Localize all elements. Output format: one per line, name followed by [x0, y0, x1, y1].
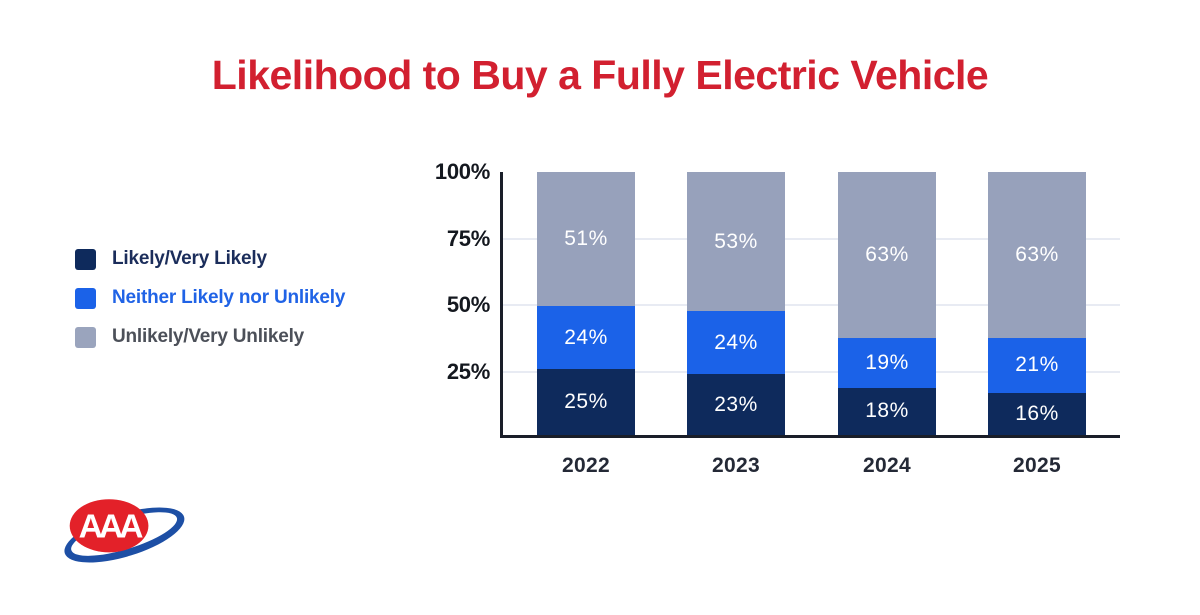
x-axis-labels: 2022 2023 2024 2025 [503, 454, 1123, 484]
segment-value-label: 18% [865, 399, 909, 423]
x-tick-label: 2022 [562, 454, 610, 477]
bar-segment: 18% [838, 387, 936, 435]
segment-value-label: 24% [714, 330, 758, 354]
gridline [503, 237, 1120, 240]
segment-value-label: 63% [865, 242, 909, 266]
bar-segment: 25% [537, 369, 635, 435]
bar-segment: 19% [838, 337, 936, 388]
bar-2025: 63% 21% 16% [988, 172, 1086, 435]
bar-segment: 23% [687, 374, 785, 435]
legend-swatch-icon [75, 326, 96, 348]
x-tick-label: 2025 [1013, 454, 1061, 477]
segment-value-label: 16% [1015, 401, 1059, 425]
bar-segment: 51% [537, 172, 635, 307]
bar-2024: 63% 19% 18% [838, 172, 936, 435]
bar-segment: 16% [988, 392, 1086, 435]
segment-value-label: 53% [714, 229, 758, 253]
legend-label: Unlikely/Very Unlikely [112, 326, 305, 347]
aaa-letters: AAA [79, 508, 144, 546]
segment-value-label: 25% [564, 390, 608, 414]
bar-segment: 24% [687, 311, 785, 375]
gridline [503, 370, 1120, 373]
legend-item: Neither Likely nor Unlikely [75, 287, 345, 309]
bar-2022: 51% 24% 25% [537, 172, 635, 435]
segment-value-label: 21% [1015, 353, 1059, 377]
bar-segment: 21% [988, 337, 1086, 393]
legend-item: Unlikely/Very Unlikely [75, 326, 345, 348]
legend-swatch-icon [75, 248, 96, 270]
legend-label: Likely/Very Likely [112, 248, 267, 269]
legend: Likely/Very Likely Neither Likely nor Unl… [75, 248, 345, 365]
x-tick-label: 2023 [712, 454, 760, 477]
segment-value-label: 23% [714, 392, 758, 416]
y-tick-label: 25% [446, 358, 490, 384]
y-tick-label: 50% [446, 292, 490, 317]
legend-item: Likely/Very Likely [75, 248, 345, 270]
y-tick-label: 100% [434, 159, 490, 184]
segment-value-label: 24% [564, 325, 608, 349]
aaa-oval-icon [69, 499, 149, 553]
segment-value-label: 19% [865, 350, 909, 374]
bar-segment: 53% [687, 172, 785, 312]
bar-segment: 24% [537, 306, 635, 370]
aaa-logo: AAA [64, 499, 185, 563]
legend-swatch-icon [75, 287, 96, 309]
plot-area: 51% 24% 25% 53% 24% 23% 63% 19% 18% 63% 21% 16% [500, 172, 1120, 438]
gridline [503, 304, 1120, 306]
bar-segment: 63% [838, 172, 936, 338]
legend-label: Neither Likely nor Unlikely [112, 287, 346, 308]
segment-value-label: 63% [1015, 242, 1059, 266]
segment-value-label: 51% [564, 227, 608, 251]
y-tick-label: 75% [446, 225, 490, 251]
x-tick-label: 2024 [863, 454, 911, 477]
bar-segment: 63% [988, 172, 1086, 338]
chart-title: Likelihood to Buy a Fully Electric Vehic… [211, 52, 989, 98]
y-axis-labels: 100% 75% 50% 25% [402, 159, 490, 438]
bar-2023: 53% 24% 23% [687, 172, 785, 435]
